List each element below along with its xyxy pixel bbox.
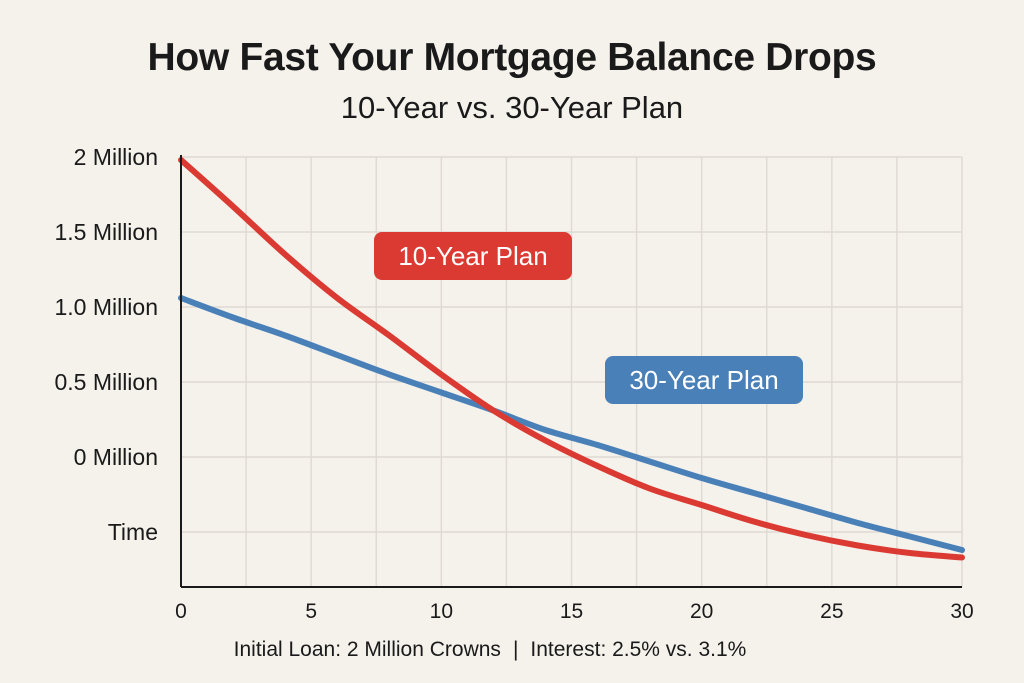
line-10-year-plan: [178, 157, 965, 561]
label-text: 30-Year Plan: [629, 365, 778, 395]
footnote-loan: Initial Loan: 2 Million Crowns: [233, 638, 501, 661]
y-tick-label: 1.0 Million: [54, 294, 158, 320]
line-30-year-plan: [178, 295, 965, 553]
chart-subtitle: 10-Year vs. 30-Year Plan: [340, 90, 684, 125]
x-tick-label: 30: [950, 600, 973, 623]
series-labels: 10-Year Plan 30-Year Plan: [374, 232, 803, 404]
series-lines: [178, 157, 965, 561]
y-tick-label: 1.5 Million: [54, 219, 158, 245]
x-tick-label: 10: [430, 600, 453, 623]
y-tick-label: Time: [108, 519, 158, 545]
label-30-year-plan: 30-Year Plan: [605, 356, 803, 404]
label-box: [374, 232, 572, 280]
axes: 0 5 10 15 20 25 30 2 Million 1.5 Million 1.0 Mill…: [54, 144, 973, 623]
x-tick-label: 25: [820, 600, 843, 623]
footnote-separator: |: [512, 638, 519, 661]
y-tick-label: 0.5 Million: [54, 369, 158, 395]
footnote-interest: Interest: 2.5% vs. 3.1%: [530, 638, 747, 661]
x-tick-label: 5: [305, 600, 317, 623]
chart-footnote: Initial Loan: 2 Million Crowns | Interest:…: [0, 638, 980, 662]
label-10-year-plan: 10-Year Plan: [374, 232, 572, 280]
x-tick-label: 15: [560, 600, 583, 623]
y-tick-label: 2 Million: [74, 144, 158, 170]
x-tick-label: 0: [175, 600, 187, 623]
label-text: 10-Year Plan: [398, 241, 547, 271]
label-box: [605, 356, 803, 404]
x-tick-label: 20: [690, 600, 713, 623]
chart-title: How Fast Your Mortgage Balance Drops: [147, 36, 877, 79]
grid: [181, 156, 963, 587]
y-tick-label: 0 Million: [74, 444, 158, 470]
